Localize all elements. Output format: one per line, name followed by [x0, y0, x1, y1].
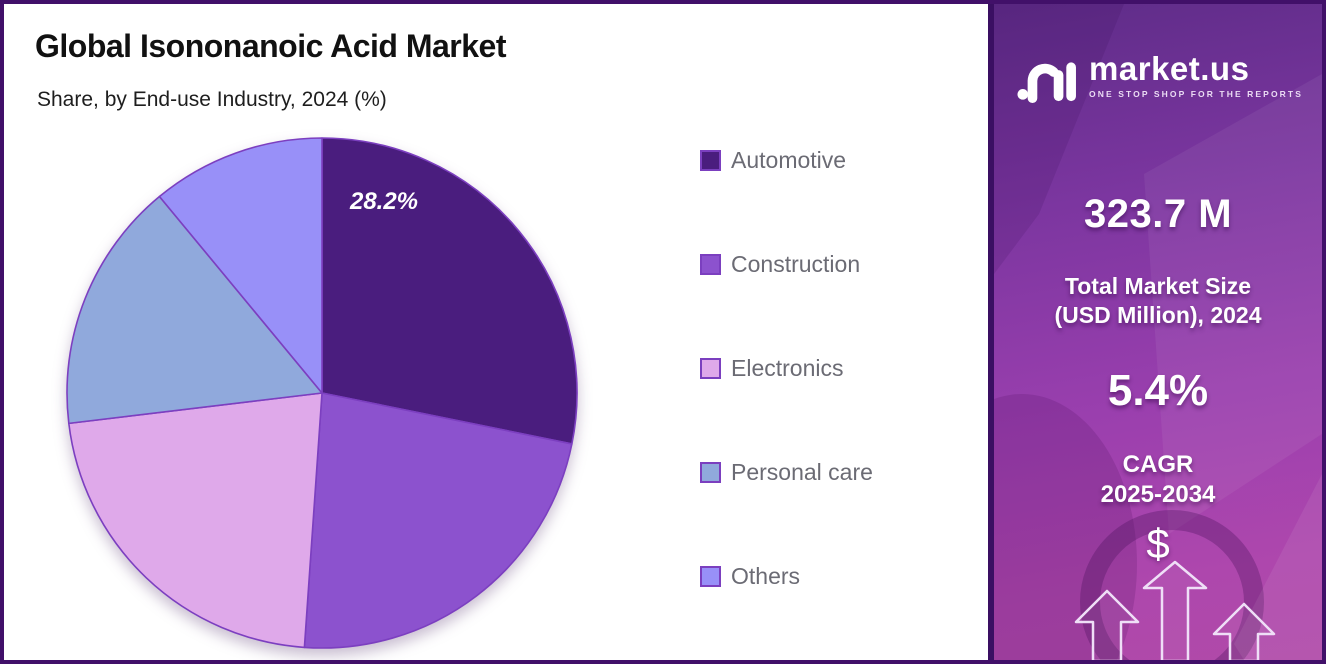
cagr-label-line1: CAGR	[1122, 451, 1194, 478]
legend-swatch-icon	[700, 565, 721, 587]
legend-swatch-icon	[700, 357, 721, 379]
pie-slice-electronics	[68, 392, 323, 649]
market-size-label-line2: (USD Million), 2024	[1054, 302, 1262, 328]
sidebar-background-decor	[994, 4, 1322, 660]
legend-item-electronics: Electronics	[700, 353, 873, 383]
market-size-label-line1: Total Market Size	[1064, 273, 1252, 299]
brand-tagline: ONE STOP SHOP FOR THE REPORTS	[1089, 88, 1303, 99]
legend-item-construction: Construction	[700, 249, 873, 279]
legend-label: Automotive	[731, 146, 847, 173]
brand-name: market.us	[1089, 49, 1250, 87]
legend-label: Construction	[731, 250, 861, 277]
cagr-label: CAGR 2025-2034	[994, 450, 1322, 510]
chart-legend: Automotive Construction Electronics Persona…	[700, 145, 873, 660]
pie-slice-automotive	[321, 137, 578, 445]
legend-item-automotive: Automotive	[700, 145, 873, 175]
pie-chart: 28.2%	[66, 137, 578, 649]
pie-slice-others	[158, 137, 323, 394]
cagr-label-line2: 2025-2034	[1100, 481, 1216, 508]
brand-sidebar: market.us ONE STOP SHOP FOR THE REPORTS …	[988, 4, 1322, 660]
market-size-value: 323.7 M	[1083, 192, 1233, 236]
cagr-value: 5.4%	[1107, 366, 1209, 415]
legend-label: Electronics	[731, 354, 844, 381]
chart-panel: Global Isononanoic Acid Market Share, by…	[4, 4, 988, 660]
growth-arrows-icon	[1074, 560, 1276, 660]
legend-swatch-icon	[700, 149, 721, 171]
legend-swatch-icon	[700, 253, 721, 275]
pie-slice-construction	[303, 392, 573, 649]
market-size-label: Total Market Size (USD Million), 2024	[994, 272, 1322, 330]
brand-logo: market.us ONE STOP SHOP FOR THE REPORTS	[994, 46, 1322, 104]
page-title: Global Isononanoic Acid Market	[35, 28, 507, 64]
market-us-logo-icon	[1017, 62, 1076, 104]
dollar-icon: $	[1146, 520, 1170, 567]
legend-swatch-icon	[700, 461, 721, 483]
legend-item-personal-care: Personal care	[700, 457, 873, 487]
page-subtitle: Share, by End-use Industry, 2024 (%)	[37, 88, 387, 111]
pie-slice-personal-care	[66, 195, 323, 425]
legend-item-others: Others	[700, 561, 873, 591]
pie-slice-value-label: 28.2%	[349, 188, 418, 215]
legend-label: Others	[731, 562, 801, 589]
legend-label: Personal care	[731, 458, 873, 485]
